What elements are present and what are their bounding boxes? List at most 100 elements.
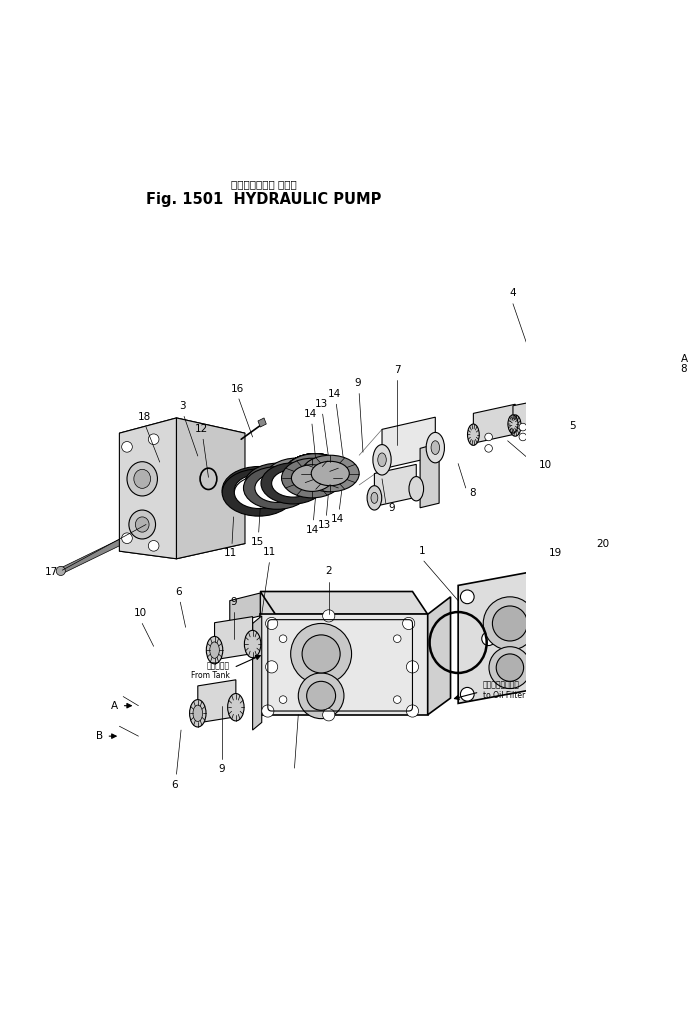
Polygon shape (458, 567, 561, 704)
Polygon shape (428, 597, 451, 715)
Polygon shape (229, 593, 260, 624)
Text: 10: 10 (134, 608, 147, 619)
Text: ハイドロリック ポンプ: ハイドロリック ポンプ (231, 179, 296, 190)
Polygon shape (260, 591, 428, 614)
Polygon shape (119, 418, 245, 448)
Circle shape (460, 687, 474, 701)
Polygon shape (260, 615, 413, 639)
Polygon shape (260, 614, 428, 715)
Ellipse shape (234, 475, 283, 506)
Text: 14: 14 (331, 514, 344, 524)
Ellipse shape (255, 470, 300, 500)
Polygon shape (374, 464, 416, 506)
Ellipse shape (244, 463, 311, 507)
Ellipse shape (234, 477, 283, 509)
Ellipse shape (134, 469, 151, 489)
Ellipse shape (285, 453, 345, 493)
Ellipse shape (282, 468, 312, 489)
Text: 10: 10 (539, 460, 552, 470)
Ellipse shape (285, 453, 345, 493)
Polygon shape (258, 418, 267, 427)
Ellipse shape (301, 464, 329, 483)
Ellipse shape (301, 455, 359, 492)
Ellipse shape (189, 700, 206, 727)
Circle shape (262, 705, 274, 717)
Circle shape (279, 635, 287, 643)
Circle shape (265, 618, 278, 630)
Ellipse shape (431, 441, 440, 454)
Ellipse shape (509, 415, 521, 436)
Ellipse shape (285, 453, 345, 493)
Circle shape (519, 433, 526, 441)
Ellipse shape (301, 464, 329, 483)
Ellipse shape (307, 681, 336, 710)
Ellipse shape (588, 569, 617, 599)
Ellipse shape (298, 673, 344, 719)
Circle shape (407, 661, 418, 673)
Ellipse shape (373, 444, 391, 475)
Polygon shape (61, 528, 145, 573)
Circle shape (485, 433, 493, 441)
Circle shape (148, 540, 159, 552)
Ellipse shape (291, 624, 351, 684)
Polygon shape (253, 615, 262, 730)
Ellipse shape (285, 453, 345, 493)
Ellipse shape (302, 635, 340, 673)
Text: 13: 13 (318, 520, 331, 530)
Polygon shape (176, 418, 245, 559)
Text: 13: 13 (314, 399, 328, 409)
Text: 5: 5 (569, 421, 576, 431)
Text: 11: 11 (263, 548, 276, 558)
Circle shape (393, 696, 401, 704)
Ellipse shape (127, 461, 158, 496)
Circle shape (279, 696, 287, 704)
Text: 9: 9 (388, 503, 395, 513)
Polygon shape (260, 593, 398, 615)
Text: 14: 14 (304, 409, 317, 419)
Ellipse shape (483, 597, 537, 650)
Text: 8: 8 (681, 364, 687, 374)
Ellipse shape (560, 582, 592, 615)
Text: 9: 9 (219, 765, 225, 775)
Text: 14: 14 (305, 524, 318, 534)
Ellipse shape (291, 464, 333, 492)
Ellipse shape (301, 464, 329, 483)
Ellipse shape (129, 510, 156, 539)
Ellipse shape (222, 466, 295, 514)
Ellipse shape (285, 453, 345, 493)
Circle shape (407, 705, 418, 717)
Text: 3: 3 (179, 402, 186, 411)
Ellipse shape (285, 453, 345, 493)
Text: 2: 2 (325, 566, 332, 576)
Text: B: B (96, 731, 103, 741)
Text: 16: 16 (231, 383, 244, 393)
Ellipse shape (367, 486, 382, 510)
Ellipse shape (301, 464, 329, 483)
Ellipse shape (508, 415, 518, 433)
Ellipse shape (496, 654, 524, 681)
Ellipse shape (265, 458, 329, 500)
Text: 20: 20 (596, 538, 609, 549)
Circle shape (122, 441, 132, 452)
Ellipse shape (222, 468, 295, 516)
Circle shape (482, 632, 495, 646)
Text: 12: 12 (195, 424, 208, 434)
Circle shape (543, 668, 556, 682)
Circle shape (322, 609, 335, 622)
Circle shape (393, 635, 401, 643)
Polygon shape (420, 443, 439, 508)
Circle shape (527, 622, 541, 635)
Text: 18: 18 (138, 412, 151, 422)
Ellipse shape (135, 517, 149, 532)
Text: A: A (111, 701, 118, 711)
Text: 8: 8 (469, 488, 475, 498)
Circle shape (148, 434, 159, 444)
Circle shape (402, 618, 415, 630)
Ellipse shape (285, 453, 345, 493)
Text: 7: 7 (394, 365, 400, 374)
Circle shape (56, 567, 65, 576)
Ellipse shape (209, 642, 219, 658)
Text: A: A (681, 354, 688, 364)
Ellipse shape (301, 464, 329, 483)
Ellipse shape (243, 466, 311, 509)
